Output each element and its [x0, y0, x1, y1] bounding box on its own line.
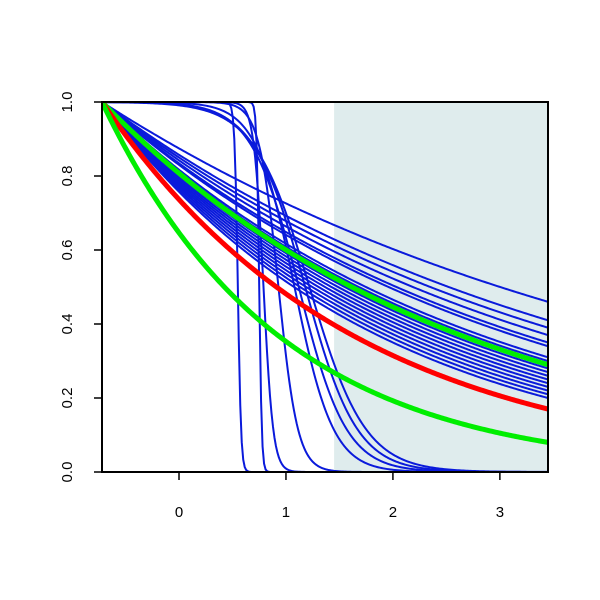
series-line-25	[102, 102, 548, 396]
y-tick-label: 0.0	[59, 462, 76, 483]
x-tick-label: 3	[496, 504, 504, 521]
series-line-20	[102, 102, 548, 377]
y-tick-label: 1.0	[59, 92, 76, 113]
series-line-13	[102, 102, 548, 344]
x-tick-label: 2	[389, 504, 397, 521]
plot-frame	[101, 101, 549, 473]
series-line-21	[102, 102, 548, 381]
series-line-10	[102, 102, 548, 322]
shaded-region	[334, 102, 548, 472]
series-line-23	[102, 102, 548, 388]
series-line-9	[102, 102, 548, 303]
y-tick-label: 0.4	[59, 314, 76, 335]
series-line-29	[102, 102, 548, 445]
series-line-22	[102, 102, 548, 385]
series-line-8	[102, 102, 548, 472]
series-line-28	[102, 102, 548, 412]
series-line-19	[102, 102, 548, 374]
y-tick-label: 0.6	[59, 240, 76, 261]
x-tick-label: 0	[175, 504, 183, 521]
y-axis: 0.0 0.2 0.4 0.6 0.8 1.0	[59, 92, 102, 483]
x-tick-label: 1	[282, 504, 290, 521]
series-line-24	[102, 102, 548, 392]
series-line-26	[102, 102, 548, 399]
series-line-11	[102, 102, 548, 329]
series-line-14	[102, 102, 548, 348]
series-line-15	[102, 102, 548, 359]
x-axis: 0 1 2 3	[175, 472, 504, 521]
series-layer	[102, 102, 548, 472]
y-tick-label: 0.8	[59, 166, 76, 187]
series-line-12	[102, 102, 548, 337]
y-tick-label: 0.2	[59, 388, 76, 409]
series-line-27	[102, 102, 548, 368]
